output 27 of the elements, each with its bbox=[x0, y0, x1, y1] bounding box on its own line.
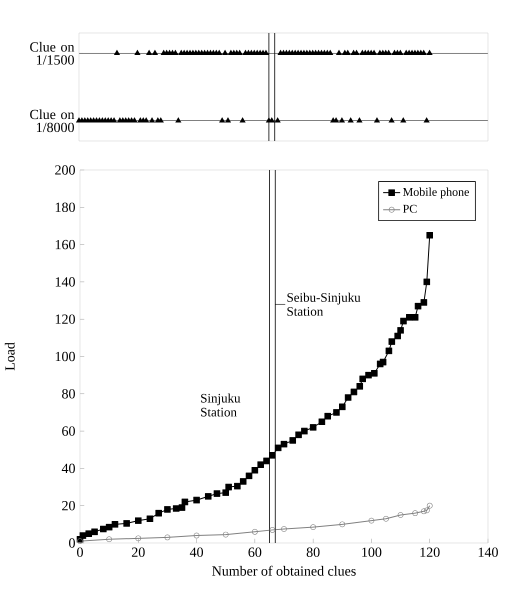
x-tick-label: 80 bbox=[306, 548, 320, 557]
y-tick-label: 160 bbox=[56, 240, 75, 250]
legend-label: Mobile phone bbox=[402, 188, 469, 198]
y-tick-label: 180 bbox=[56, 202, 75, 212]
y-tick-label: 100 bbox=[56, 352, 75, 362]
ref-line-label: Sinjuku Station bbox=[201, 393, 240, 417]
y-tick-label: 20 bbox=[62, 500, 75, 510]
ref-line-label: Seibu-Sinjuku Station bbox=[287, 292, 360, 316]
legend-label: PC bbox=[402, 204, 417, 213]
y-tick-label: Clue on 1/8000 bbox=[30, 109, 74, 132]
y-tick-label: 80 bbox=[62, 389, 75, 399]
x-tick-label: 120 bbox=[420, 548, 440, 557]
y-tick-label: 200 bbox=[55, 165, 75, 175]
x-tick-label: 140 bbox=[478, 548, 498, 557]
y-axis-title: Load bbox=[4, 342, 15, 370]
y-tick-label: 120 bbox=[56, 314, 75, 324]
y-tick-label: 40 bbox=[62, 464, 75, 474]
x-axis-title: Number of obtained clues bbox=[212, 566, 356, 576]
y-tick-label: 0 bbox=[69, 538, 75, 548]
x-tick-label: 0 bbox=[77, 548, 83, 557]
y-tick-label: 140 bbox=[56, 277, 75, 287]
y-tick-label: Clue on 1/1500 bbox=[30, 42, 74, 65]
x-tick-label: 60 bbox=[248, 548, 262, 557]
x-tick-label: 40 bbox=[190, 548, 204, 557]
y-tick-label: 60 bbox=[62, 426, 75, 436]
x-tick-label: 20 bbox=[132, 548, 145, 557]
x-tick-label: 100 bbox=[362, 548, 382, 557]
